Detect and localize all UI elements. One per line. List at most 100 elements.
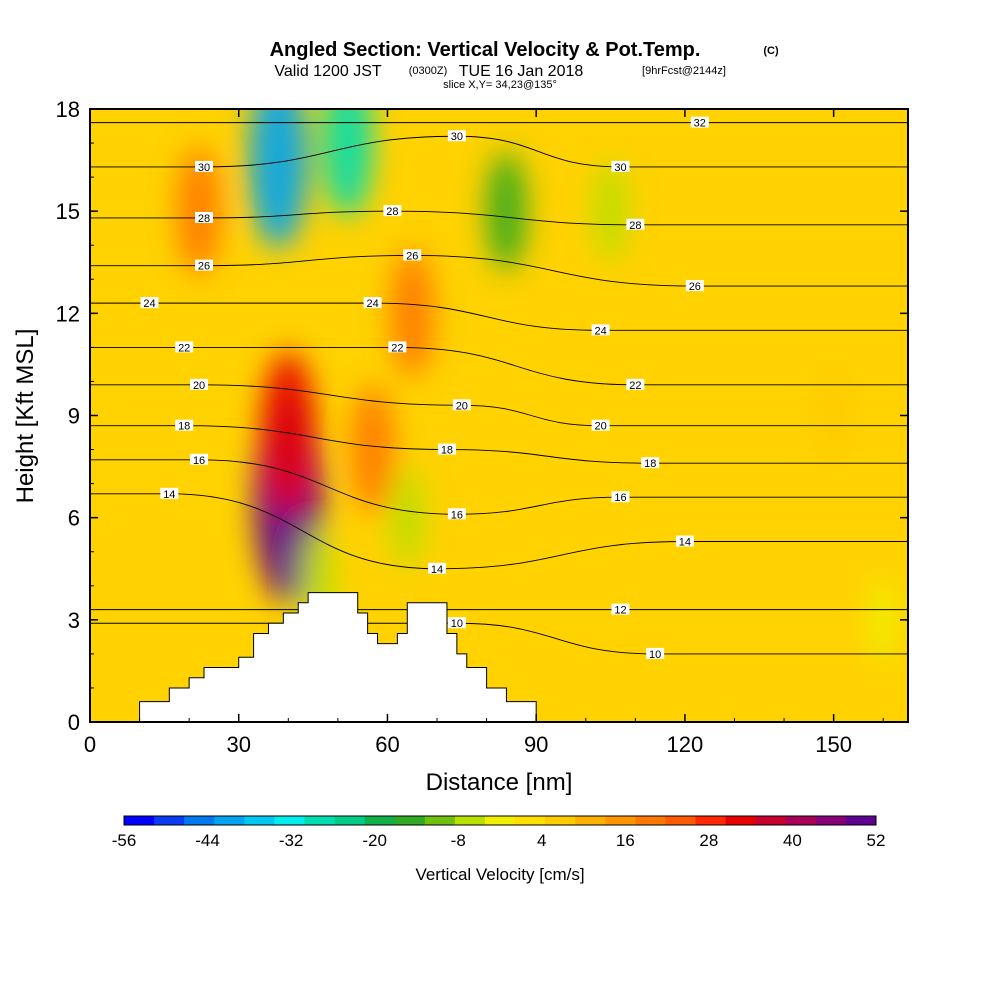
velocity-cell	[390, 249, 435, 378]
svg-text:18: 18	[644, 458, 656, 470]
y-tick-label: 15	[56, 199, 80, 224]
svg-text:20: 20	[193, 380, 205, 392]
plot-area	[90, 109, 908, 722]
contour-label: 28	[195, 211, 214, 225]
contour-label: 28	[626, 218, 645, 232]
contour-labels: 10 10 12 14 14 14 16 16 16 18 18 18 20 20 20 22 22 22 24 24…	[140, 116, 709, 661]
colorbar-swatch	[304, 816, 336, 825]
contour-label: 20	[452, 399, 471, 412]
colorbar-tick-label: 16	[616, 831, 635, 850]
colorbar-tick-label: 40	[783, 831, 802, 850]
colorbar-swatch	[424, 816, 456, 825]
svg-text:20: 20	[456, 400, 468, 412]
svg-text:28: 28	[386, 206, 398, 218]
colorbar-swatch	[394, 816, 426, 825]
colorbar-frame	[123, 815, 877, 826]
contour-label: 30	[195, 160, 214, 174]
x-tick-label: 30	[226, 732, 250, 757]
colorbar-swatch	[695, 816, 727, 825]
colorbar-label: Vertical Velocity [cm/s]	[415, 865, 584, 884]
colorbar-swatch	[184, 816, 215, 825]
svg-text:22: 22	[178, 342, 190, 354]
svg-text:16: 16	[614, 492, 626, 504]
colorbar-swatch	[665, 816, 697, 825]
colorbar-tick-label: 4	[537, 831, 546, 850]
svg-text:30: 30	[451, 131, 463, 143]
colorbar-swatch	[545, 816, 576, 825]
svg-text:16: 16	[451, 509, 463, 521]
svg-text:26: 26	[198, 261, 210, 273]
svg-text:24: 24	[366, 298, 378, 310]
x-axis: 0 30 60 90 120 150	[84, 109, 884, 757]
svg-text:18: 18	[178, 421, 190, 433]
contour-label: 22	[626, 378, 645, 392]
svg-text:12: 12	[614, 605, 626, 617]
colorbar-swatch	[575, 816, 606, 825]
colorbar-swatch	[274, 816, 305, 825]
contour-label: 12	[611, 603, 630, 617]
velocity-field	[177, 109, 899, 663]
svg-text:14: 14	[431, 564, 443, 576]
velocity-cell	[593, 161, 628, 261]
terrain	[90, 592, 537, 722]
y-tick-label: 3	[68, 608, 80, 633]
colorbar-swatch	[845, 816, 877, 825]
velocity-cell	[177, 147, 222, 276]
contour-label: 30	[611, 160, 630, 174]
slice-info: slice X,Y= 34,23@135°	[443, 79, 557, 91]
copyright-mark: (C)	[763, 45, 779, 57]
contour-label: 20	[190, 378, 209, 392]
svg-text:18: 18	[441, 445, 453, 457]
svg-text:16: 16	[193, 455, 205, 467]
contour-label: 18	[175, 419, 194, 433]
svg-text:32: 32	[694, 118, 706, 130]
x-tick-label: 150	[815, 732, 852, 757]
svg-text:26: 26	[689, 281, 701, 293]
contour-label: 14	[675, 535, 694, 549]
contour-label: 26	[195, 259, 214, 273]
colorbar-swatch	[785, 816, 817, 825]
svg-text:24: 24	[143, 298, 155, 310]
contour-label: 16	[611, 491, 630, 504]
velocity-cell	[248, 109, 309, 249]
chart-title: Angled Section: Vertical Velocity & Pot.…	[270, 39, 701, 61]
svg-text:10: 10	[649, 649, 661, 661]
velocity-cell	[390, 468, 425, 568]
velocity-cell	[816, 365, 851, 466]
velocity-cell	[350, 385, 395, 514]
valid-time: Valid 1200 JST	[274, 63, 382, 80]
colorbar-swatch	[605, 816, 636, 825]
contour-label: 14	[160, 487, 179, 501]
subtitle-line: Valid 1200 JST (0300Z) TUE 16 Jan 2018 […	[274, 63, 726, 80]
contour-label: 18	[641, 457, 660, 470]
colorbar-tick-label: -8	[451, 831, 466, 850]
y-tick-label: 12	[56, 301, 80, 326]
svg-text:10: 10	[451, 618, 463, 630]
theta-contour-line	[90, 622, 908, 655]
colorbar-tick-label: -44	[195, 831, 220, 850]
x-tick-label: 60	[375, 732, 399, 757]
contour-label: 18	[437, 443, 456, 457]
y-tick-label: 9	[68, 404, 80, 429]
colorbar-tick-label: -56	[112, 831, 137, 850]
colorbar-swatch	[454, 816, 486, 825]
svg-text:22: 22	[629, 380, 641, 392]
colorbar-swatch	[244, 816, 275, 825]
contour-label: 14	[428, 562, 447, 576]
svg-text:28: 28	[629, 220, 641, 232]
contour-label: 24	[591, 324, 610, 337]
contour-label: 28	[383, 205, 402, 218]
svg-text:20: 20	[595, 421, 607, 433]
colorbar-swatch	[725, 816, 757, 825]
x-tick-label: 90	[524, 732, 548, 757]
svg-text:26: 26	[406, 250, 418, 262]
contour-label: 16	[190, 453, 209, 467]
contour-label: 30	[447, 130, 466, 143]
theta-contour-line	[90, 210, 908, 226]
y-tick-label: 0	[68, 710, 80, 735]
velocity-cell	[260, 351, 316, 514]
colorbar-tick-label: -32	[279, 831, 304, 850]
colorbar-swatch	[635, 816, 666, 825]
svg-text:28: 28	[198, 213, 210, 225]
